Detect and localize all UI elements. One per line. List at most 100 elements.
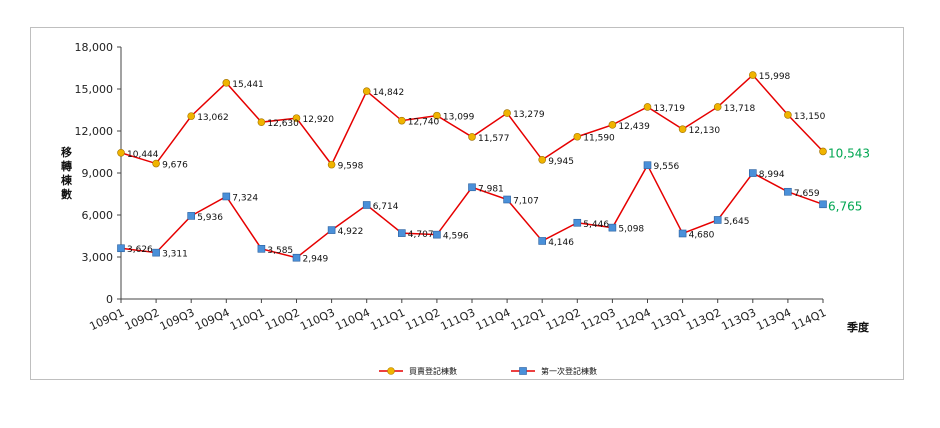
series-1-data-label: 12,740 — [408, 118, 440, 128]
series-1-data-label: 9,676 — [162, 161, 188, 171]
series-1-point — [117, 148, 125, 157]
series-2-data-label: 4,680 — [689, 230, 715, 240]
series-1-data-label: 14,842 — [373, 88, 405, 98]
series-1-data-label: 13,062 — [197, 113, 229, 123]
x-axis-label: 季度 — [846, 320, 870, 334]
series-1-data-label: 9,945 — [548, 157, 574, 167]
line-chart: 0 3,000 6,000 9,000 12,000 15,000 18,000 109Q1… — [61, 41, 870, 376]
series-2-data-label: 5,098 — [618, 225, 644, 235]
series-1-point — [784, 111, 792, 119]
series-1-data-label: 15,998 — [759, 72, 791, 82]
series-2-point — [222, 192, 231, 201]
series-1-data-label: 15,441 — [232, 80, 263, 90]
x-tick-label: 109Q3 — [158, 306, 197, 333]
series-2-data-label: 4,922 — [338, 227, 364, 237]
x-tick-label: 113Q4 — [754, 306, 793, 333]
series-1-point — [503, 109, 511, 117]
legend-marker-series-1 — [387, 367, 395, 375]
x-tick-label: 110Q4 — [333, 306, 372, 333]
series-1-point — [573, 132, 582, 141]
series-1-point — [397, 116, 406, 125]
series-1-point — [678, 125, 687, 133]
series-2-data-label: 7,659 — [794, 189, 820, 199]
y-tick-label: 0 — [106, 293, 113, 306]
series-2-point — [748, 169, 757, 177]
x-tick-label: 111Q3 — [439, 306, 478, 333]
series-2-data-label: 9,556 — [654, 162, 680, 172]
x-tick-label: 112Q1 — [509, 306, 548, 333]
series-2-data-label: 5,446 — [583, 220, 609, 230]
series-2-data-label: 5,645 — [724, 217, 750, 227]
legend-item-series-2: 第一次登記棟數 — [511, 366, 597, 376]
x-tick-label: 109Q4 — [193, 306, 232, 333]
series-2-point — [433, 230, 441, 239]
series-2-data-label: 5,936 — [197, 213, 223, 223]
y-tick-label: 12,000 — [75, 125, 114, 138]
series-1-data-label: 10,444 — [127, 150, 159, 160]
series-line-2 — [120, 163, 824, 259]
series-2-data-label: 4,596 — [443, 232, 469, 242]
legend-marker-series-2 — [519, 367, 527, 375]
x-tick-label: 109Q2 — [123, 306, 162, 333]
series-2-point — [713, 216, 722, 224]
series-1-point — [222, 79, 231, 87]
series-1-point — [819, 147, 827, 156]
x-tick-label: 109Q1 — [88, 306, 127, 333]
y-tick-label: 18,000 — [75, 41, 114, 54]
series-2-point — [643, 161, 652, 170]
x-tick-label: 112Q4 — [614, 306, 653, 333]
x-tick-label: 112Q3 — [579, 306, 618, 333]
series-1-data-label: 13,150 — [794, 112, 826, 122]
x-tick-label: 110Q2 — [263, 306, 302, 333]
series-group — [117, 71, 827, 262]
series-2-point — [117, 244, 125, 253]
series-1-point — [292, 114, 301, 122]
series-2-point — [503, 195, 511, 204]
x-tick-label: 110Q3 — [298, 306, 337, 333]
series-1-data-label: 13,099 — [443, 113, 475, 123]
y-axis-label: 移轉棟數 — [61, 145, 73, 201]
series-1-data-label: 9,598 — [338, 162, 364, 172]
series-2-data-label: 6,765 — [828, 199, 862, 213]
series-1-point — [152, 159, 160, 168]
series-2-point — [292, 253, 301, 262]
series-2-data-label: 7,107 — [513, 197, 539, 207]
series-2-data-label: 7,324 — [232, 193, 258, 203]
series-1-point — [362, 87, 371, 96]
x-tick-label: 110Q1 — [228, 306, 267, 333]
x-tick-label: 111Q1 — [368, 306, 407, 333]
series-2-point — [362, 201, 371, 209]
series-1-data-label: 13,279 — [513, 110, 545, 120]
series-2-point — [784, 187, 792, 196]
series-2-data-label: 4,146 — [548, 238, 574, 248]
y-tick-label: 3,000 — [82, 251, 114, 264]
series-1-point — [257, 118, 266, 126]
series-2-point — [819, 200, 827, 209]
series-1-point — [433, 111, 441, 120]
legend-item-series-1: 買賣登記棟數 — [379, 366, 457, 376]
series-2-point — [538, 237, 547, 245]
series-2-point — [257, 245, 266, 253]
series-1-point — [748, 71, 757, 79]
x-tick-label: 113Q3 — [719, 306, 758, 333]
series-1-point — [538, 155, 547, 164]
series-1-point — [187, 112, 195, 120]
series-2-data-label: 7,981 — [478, 184, 504, 194]
series-2-point — [678, 229, 687, 238]
y-tick-label: 9,000 — [82, 167, 114, 180]
legend-label-series-1: 買賣登記棟數 — [409, 366, 457, 376]
x-tick-label: 114Q1 — [790, 306, 829, 333]
series-2-point — [573, 218, 582, 227]
y-axis-ticks: 0 3,000 6,000 9,000 12,000 15,000 18,000 — [75, 41, 121, 306]
x-tick-label: 111Q4 — [474, 306, 513, 333]
series-1-data-label: 12,439 — [618, 122, 650, 132]
series-1-data-label: 13,719 — [654, 104, 686, 114]
legend-label-series-2: 第一次登記棟數 — [541, 366, 597, 376]
y-tick-label: 6,000 — [82, 209, 114, 222]
series-1-point — [713, 103, 722, 111]
series-2-data-label: 2,949 — [303, 255, 329, 265]
series-1-point — [468, 133, 476, 141]
series-2-point — [608, 223, 617, 232]
x-tick-label: 113Q1 — [649, 306, 688, 333]
